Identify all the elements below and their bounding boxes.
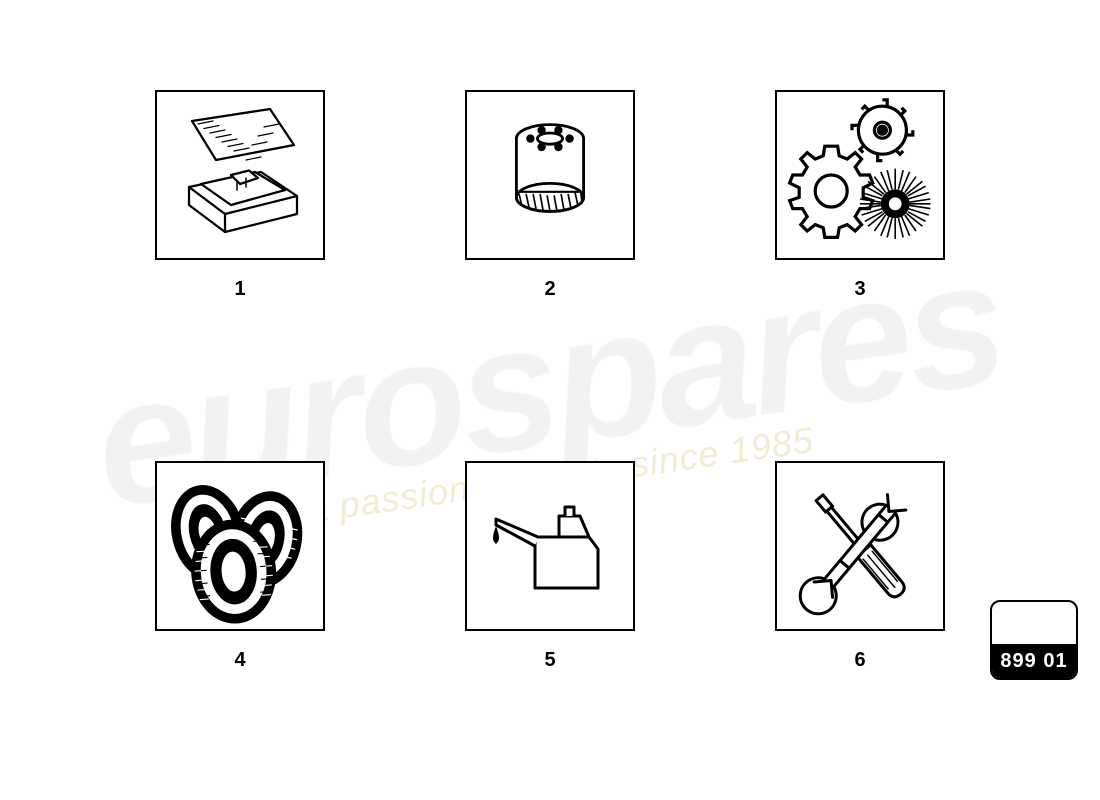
parts-grid: 1 xyxy=(140,90,960,672)
oil-can-icon xyxy=(475,471,625,621)
diagram-canvas: eurospares a passion for parts since 198… xyxy=(0,0,1100,800)
cell-1: 1 xyxy=(140,90,340,301)
tile-1 xyxy=(155,90,325,260)
gears-icon xyxy=(780,95,940,255)
section-badge-code: 899 01 xyxy=(992,644,1076,678)
label-2: 2 xyxy=(544,278,555,301)
cell-3: 3 xyxy=(760,90,960,301)
tools-icon xyxy=(785,471,935,621)
tile-4 xyxy=(155,461,325,631)
label-4: 4 xyxy=(234,649,245,672)
cell-6: 6 xyxy=(760,461,960,672)
oil-filter-icon xyxy=(480,105,620,245)
label-5: 5 xyxy=(544,649,555,672)
tile-2 xyxy=(465,90,635,260)
tyres-icon xyxy=(160,466,320,626)
cell-5: 5 xyxy=(450,461,650,672)
tile-5 xyxy=(465,461,635,631)
label-6: 6 xyxy=(854,649,865,672)
label-1: 1 xyxy=(234,278,245,301)
cell-2: 2 xyxy=(450,90,650,301)
section-badge: 899 01 xyxy=(990,600,1078,680)
cell-4: 4 xyxy=(140,461,340,672)
tile-6 xyxy=(775,461,945,631)
seat-kit-icon xyxy=(165,100,315,250)
label-3: 3 xyxy=(854,278,865,301)
tile-3 xyxy=(775,90,945,260)
